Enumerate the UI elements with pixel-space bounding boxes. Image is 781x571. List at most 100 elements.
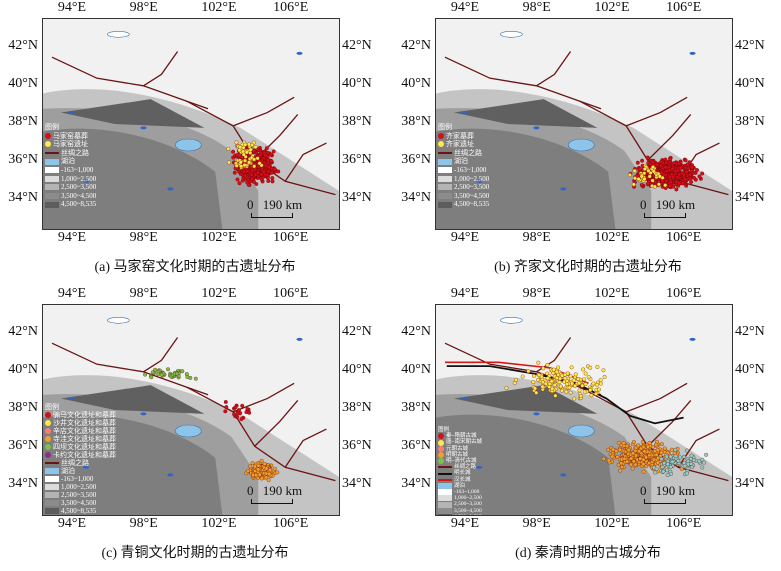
site-point (588, 388, 593, 393)
lat-tick-label: 36°N (8, 152, 38, 168)
legend-item: 3,500~4,500 (45, 192, 96, 201)
legend-swatch (45, 193, 59, 200)
legend-label: 沙井文化遗址和墓葬 (53, 419, 116, 427)
legend-label: 1,000~2,500 (454, 174, 490, 183)
site-point (668, 454, 673, 459)
site-point (686, 166, 691, 171)
site-point (626, 447, 631, 452)
site-point (243, 142, 248, 147)
site-point (250, 177, 255, 181)
site-point (669, 471, 673, 476)
site-point (269, 170, 274, 175)
lake-qinghai (175, 424, 202, 438)
legend-item: 丝绸之路 (45, 149, 96, 158)
lon-tick-label: 106°E (273, 286, 309, 301)
lon-tick-label: 94°E (450, 516, 480, 531)
site-point (543, 381, 548, 386)
lon-tick-label: 94°E (57, 286, 87, 301)
panel-caption: (b) 齐家文化时期的古遗址分布 (494, 260, 682, 275)
legend-swatch (438, 132, 444, 139)
site-point (659, 450, 664, 455)
legend-swatch (45, 508, 59, 514)
site-point (237, 181, 242, 186)
legend-item: 明长城 (438, 470, 482, 476)
legend-item: 3,500~4,500 (45, 499, 116, 507)
legend-label: 3,500~4,500 (61, 499, 97, 507)
legend-item: -163~1,000 (438, 489, 482, 496)
site-point (637, 449, 642, 454)
lon-tick-label: 106°E (666, 0, 702, 15)
silk-road (51, 342, 336, 482)
legend-swatch (45, 420, 51, 426)
site-point (682, 460, 687, 465)
legend-item: 4,500~8,535 (45, 507, 116, 515)
legend-item: -163~1,000 (45, 166, 96, 175)
site-point (526, 369, 531, 374)
site-point (573, 383, 577, 388)
lon-tick-label: 102°E (201, 230, 237, 245)
site-point (689, 453, 694, 458)
lon-tick-label: 98°E (522, 516, 551, 531)
site-point (531, 380, 536, 385)
legend-label: 2,500~3,500 (454, 183, 490, 192)
legend-swatch (438, 141, 444, 148)
site-point (580, 383, 585, 388)
site-point (266, 179, 271, 183)
lat-tick-label: 38°N (401, 114, 431, 129)
site-point (618, 468, 623, 473)
legend-label: -163~1,000 (61, 165, 94, 174)
lon-tick-label: 102°E (201, 516, 237, 531)
site-point (242, 169, 246, 174)
site-point (647, 461, 652, 466)
silk-road (143, 337, 179, 373)
site-point (644, 455, 649, 460)
site-point (636, 177, 641, 181)
site-point (688, 172, 693, 177)
legend-swatch (45, 175, 59, 182)
site-point (255, 156, 260, 161)
lat-tick-label: 40°N (401, 75, 431, 91)
legend-label: 丝绸之路 (454, 148, 482, 157)
lon-tick-label: 94°E (450, 0, 480, 15)
site-point (558, 384, 563, 389)
legend: 图例 马家窑墓葬 马家窑遗址 丝绸之路 湖泊 -163~1,000 1,000~2,500 2… (45, 123, 96, 209)
lon-tick-label: 102°E (201, 286, 237, 301)
site-point (234, 153, 239, 157)
map-frame: 图例 马家窑墓葬 马家窑遗址 丝绸之路 湖泊 -163~1,000 1,000~2,500 2… (42, 18, 340, 230)
site-point (622, 456, 627, 461)
panel-c: 94°E 94°E 98°E 98°E 102°E 102°E 106°E 106°E 42°N… (0, 286, 390, 571)
small-lake (476, 465, 483, 469)
lat-tick-label: 42°N (401, 323, 431, 339)
legend-label: 1,000~2,500 (61, 174, 97, 183)
site-point (248, 147, 253, 152)
site-point (676, 458, 681, 463)
legend-title: 图例 (45, 403, 59, 411)
legend-swatch (438, 513, 452, 515)
site-point (652, 184, 657, 189)
site-point (646, 168, 651, 173)
legend-item: 唐~南宋朝古城 (438, 439, 482, 446)
site-point (582, 389, 587, 394)
legend-item: 1,000~2,500 (45, 483, 116, 491)
lat-tick-label: 42°N (401, 37, 431, 53)
legend-label: 骟马文化遗址和墓葬 (53, 411, 116, 419)
site-point (264, 475, 269, 480)
lat-tick-label: 36°N (735, 152, 765, 168)
terrain-peaks (453, 99, 598, 128)
site-point (579, 394, 583, 398)
site-point (662, 461, 667, 465)
legend-item: 3,500~4,500 (438, 508, 482, 514)
site-point (545, 376, 550, 381)
lon-tick-label: 102°E (594, 230, 630, 245)
lon-tick-label: 102°E (594, 516, 630, 531)
site-point (262, 461, 267, 466)
site-point (564, 389, 569, 394)
legend-label: 湖泊 (61, 157, 75, 166)
site-point (537, 373, 542, 378)
site-point (673, 448, 678, 452)
site-point (647, 440, 652, 445)
site-point (625, 459, 629, 464)
lat-tick-label: 42°N (735, 323, 765, 339)
legend-swatch (438, 507, 452, 514)
legend-label: 2,500~3,500 (61, 183, 97, 192)
